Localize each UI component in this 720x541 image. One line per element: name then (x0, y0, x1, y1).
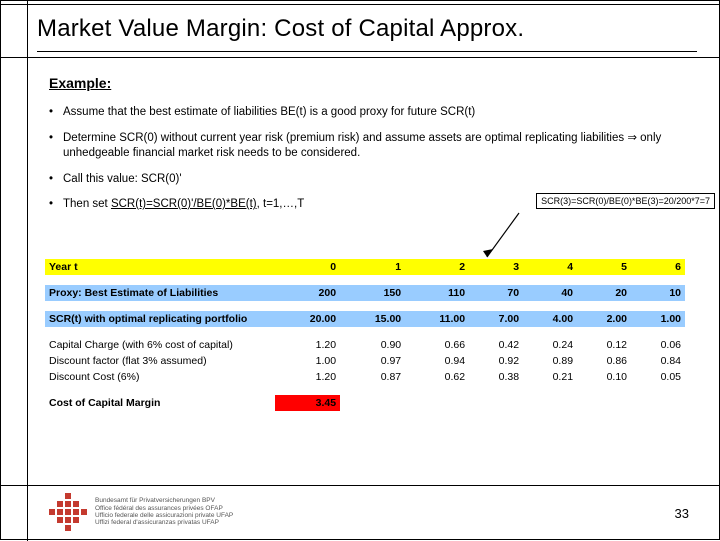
cell: 0.62 (405, 369, 469, 385)
cell: 4 (523, 259, 577, 275)
cell: 200 (275, 285, 340, 301)
bullet-formula: Then set SCR(t)=SCR(0)'/BE(0)*BE(t), t=1… (63, 198, 304, 210)
cell: 0.10 (577, 369, 631, 385)
org-line: Bundesamt für Privatversicherungen BPV (95, 497, 233, 504)
cell: 20 (577, 285, 631, 301)
page-title: Market Value Margin: Cost of Capital App… (37, 15, 697, 43)
page-number: 33 (675, 506, 689, 521)
title-block: Market Value Margin: Cost of Capital App… (37, 15, 697, 52)
cell: 1.00 (275, 353, 340, 369)
example-heading: Example: (49, 75, 685, 91)
cell: 0.87 (340, 369, 405, 385)
cell: 1.20 (275, 337, 340, 353)
logo-dots-icon (49, 493, 87, 531)
cell: 0.42 (469, 337, 523, 353)
cell: 2 (405, 259, 469, 275)
cell: 0.89 (523, 353, 577, 369)
cell: 0 (275, 259, 340, 275)
cell: 0.92 (469, 353, 523, 369)
row-label: Discount Cost (6%) (45, 369, 275, 385)
cell: 0.12 (577, 337, 631, 353)
logo-text: Bundesamt für Privatversicherungen BPV O… (95, 497, 233, 527)
table-row-coc-margin: Cost of Capital Margin 3.45 (45, 395, 685, 411)
row-label: Year t (45, 259, 275, 275)
cell: 0.97 (340, 353, 405, 369)
cell: 1.00 (631, 311, 685, 327)
cell: 40 (523, 285, 577, 301)
slide: Market Value Margin: Cost of Capital App… (0, 0, 720, 540)
org-line: Office fédéral des assurances privées OF… (95, 505, 233, 512)
cell: 10 (631, 285, 685, 301)
row-label: Proxy: Best Estimate of Liabilities (45, 285, 275, 301)
cell: 0.66 (405, 337, 469, 353)
cell: 0.38 (469, 369, 523, 385)
row-label: Cost of Capital Margin (45, 395, 275, 411)
top-rule (1, 4, 719, 5)
footer: Bundesamt für Privatversicherungen BPV O… (1, 485, 719, 539)
cell: 110 (405, 285, 469, 301)
cell: 0.06 (631, 337, 685, 353)
cell: 6 (631, 259, 685, 275)
cell: 1.20 (275, 369, 340, 385)
table-row-discount-cost: Discount Cost (6%) 1.20 0.87 0.62 0.38 0… (45, 369, 685, 385)
cell: 0.90 (340, 337, 405, 353)
row-label: Capital Charge (with 6% cost of capital) (45, 337, 275, 353)
cell: 0.24 (523, 337, 577, 353)
cell: 0.84 (631, 353, 685, 369)
cell: 1 (340, 259, 405, 275)
cell: 70 (469, 285, 523, 301)
title-underline (1, 57, 719, 58)
bullet-item: Assume that the best estimate of liabili… (49, 105, 685, 121)
cell: 7.00 (469, 311, 523, 327)
bullet-item: Call this value: SCR(0)' (49, 172, 685, 188)
cell: 20.00 (275, 311, 340, 327)
cell: 3 (469, 259, 523, 275)
table-row-year: Year t 0 1 2 3 4 5 6 (45, 259, 685, 275)
cell: 0.21 (523, 369, 577, 385)
data-table: Year t 0 1 2 3 4 5 6 Proxy: Best Estimat… (45, 259, 685, 411)
row-label: Discount factor (flat 3% assumed) (45, 353, 275, 369)
table-row-capital-charge: Capital Charge (with 6% cost of capital)… (45, 337, 685, 353)
cell: 0.94 (405, 353, 469, 369)
row-label: SCR(t) with optimal replicating portfoli… (45, 311, 275, 327)
cell: 150 (340, 285, 405, 301)
table-row-proxy: Proxy: Best Estimate of Liabilities 200 … (45, 285, 685, 301)
coc-value: 3.45 (275, 395, 340, 411)
cell: 11.00 (405, 311, 469, 327)
left-rule (27, 1, 28, 541)
cell: 5 (577, 259, 631, 275)
bullet-item: Determine SCR(0) without current year ri… (49, 131, 685, 162)
org-line: Uffizi federal d'assicuranzas privatas U… (95, 519, 233, 526)
cell: 15.00 (340, 311, 405, 327)
cell: 2.00 (577, 311, 631, 327)
table-row-discount-factor: Discount factor (flat 3% assumed) 1.00 0… (45, 353, 685, 369)
logo: Bundesamt für Privatversicherungen BPV O… (49, 493, 233, 531)
org-line: Ufficio federale delle assicurazioni pri… (95, 512, 233, 519)
cell: 0.86 (577, 353, 631, 369)
annotation-box: SCR(3)=SCR(0)/BE(0)*BE(3)=20/200*7=7 (536, 193, 715, 209)
cell: 4.00 (523, 311, 577, 327)
cell: 0.05 (631, 369, 685, 385)
table-row-scr: SCR(t) with optimal replicating portfoli… (45, 311, 685, 327)
